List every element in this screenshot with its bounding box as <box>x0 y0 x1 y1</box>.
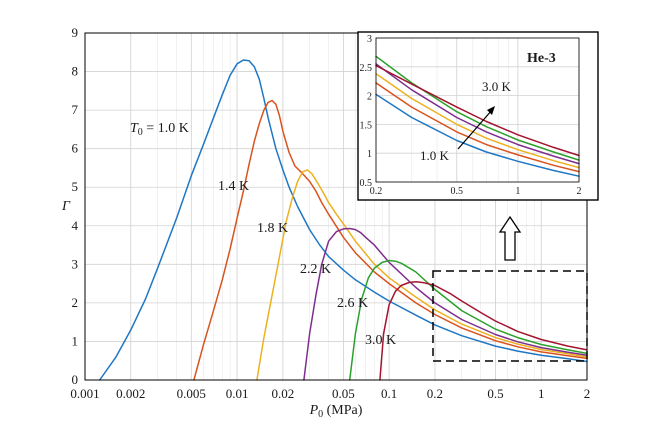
inset-series-line-4 <box>375 63 580 165</box>
main-x-tick-label: 0.2 <box>427 386 443 401</box>
main-series-line-4 <box>303 227 588 381</box>
inset-arrow-head-icon <box>487 106 495 115</box>
main-series-line-6 <box>379 280 588 381</box>
inset-ticks: 0.2 0.5 1 20.511.522.53 <box>360 34 582 197</box>
main-x-tick-label: 2 <box>584 386 591 401</box>
main-y-tick-label: 5 <box>72 179 79 194</box>
main-x-tick-label: 0.5 <box>487 386 503 401</box>
main-x-tick-label: 0.001 <box>70 386 99 401</box>
inset-series <box>375 55 580 177</box>
curve-label-3-0k: 3.0 K <box>365 333 396 348</box>
main-series-line-1 <box>98 59 588 381</box>
main-x-tick-label: 0.02 <box>271 386 294 401</box>
inset-series-line-3 <box>375 72 580 169</box>
curve-label-1-8k: 1.8 K <box>257 221 288 236</box>
main-x-tick-label: 0.005 <box>177 386 206 401</box>
main-series-line-3 <box>256 169 588 381</box>
inset-y-tick-label: 2 <box>367 92 372 103</box>
inset-title: He-3 <box>527 51 556 66</box>
inset-y-tick-label: 3 <box>367 34 372 45</box>
main-y-tick-label: 7 <box>72 102 79 117</box>
main-series-line-5 <box>348 259 588 381</box>
main-y-tick-label: 2 <box>72 295 79 310</box>
inset-label-3-0k: 3.0 K <box>482 79 512 94</box>
curve-label-1-4k: 1.4 K <box>218 179 249 194</box>
main-plot-frame <box>84 32 588 381</box>
main-ticks: 0.001 0.002 0.005 0.01 0.02 0.05 0.1 0.2 0.5 1 201… <box>70 25 590 401</box>
inset-y-tick-label: 0.5 <box>360 178 373 189</box>
main-y-tick-label: 8 <box>72 64 79 79</box>
inset-series-line-1 <box>375 93 580 177</box>
inset-direction-arrow <box>457 109 493 150</box>
main-x-tick-label: 0.05 <box>332 386 355 401</box>
main-x-tick-label: 0.1 <box>381 386 397 401</box>
main-y-tick-label: 3 <box>72 256 79 271</box>
x-axis-label: P0 (MPa) <box>309 403 363 420</box>
curve-label-1-0k: T0 = 1.0 K <box>130 121 189 138</box>
inset-y-tick-label: 2.5 <box>360 63 373 74</box>
inset-series-line-2 <box>375 82 580 173</box>
main-y-tick-label: 1 <box>72 333 79 348</box>
main-y-tick-label: 6 <box>72 141 79 156</box>
main-y-tick-label: 4 <box>72 218 79 233</box>
inset-series-line-6 <box>375 64 580 157</box>
main-series <box>98 59 588 381</box>
inset-x-tick-label: 0.5 <box>451 186 464 197</box>
inset-series-line-5 <box>375 55 580 161</box>
inset-background <box>357 31 599 201</box>
inset-x-tick-label: 0.2 <box>370 186 383 197</box>
zoom-region-box <box>432 270 588 362</box>
inset-x-tick-label: 2 <box>577 186 582 197</box>
main-x-tick-label: 0.002 <box>116 386 145 401</box>
hollow-up-arrow-icon <box>498 215 522 261</box>
main-x-tick-label: 0.01 <box>226 386 249 401</box>
main-series-line-2 <box>193 99 588 381</box>
inset-y-tick-label: 1.5 <box>360 120 373 131</box>
inset-label-1-0k: 1.0 K <box>420 148 450 163</box>
inset-y-tick-label: 1 <box>367 149 372 160</box>
main-y-tick-label: 9 <box>72 25 79 40</box>
main-y-tick-label: 0 <box>72 372 79 387</box>
inset-plot-frame <box>375 37 580 183</box>
main-x-tick-label: 1 <box>538 386 545 401</box>
curve-label-2-6k: 2.6 K <box>337 296 368 311</box>
y-axis-label: Γ <box>61 199 71 214</box>
curve-label-2-2k: 2.2 K <box>300 262 331 277</box>
inset-x-tick-label: 1 <box>515 186 520 197</box>
